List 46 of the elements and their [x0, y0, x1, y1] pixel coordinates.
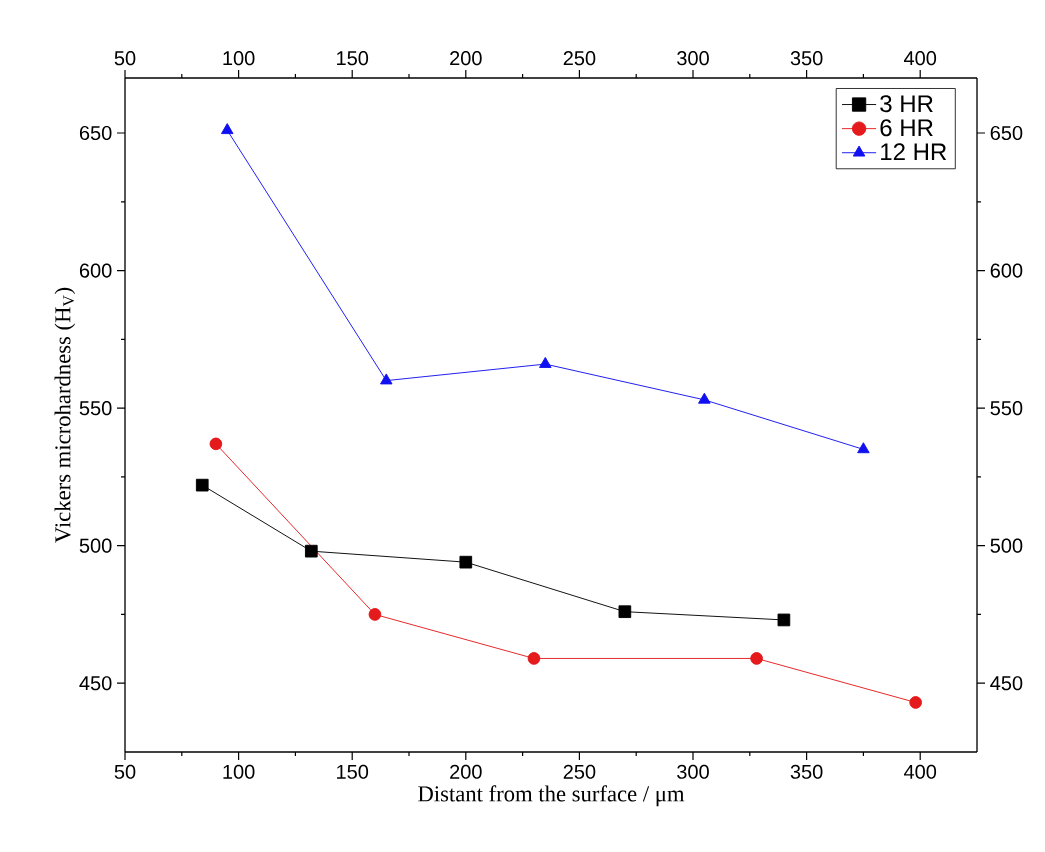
- point: [368, 608, 382, 621]
- x-tick-label: 250: [563, 764, 596, 779]
- point: [750, 652, 763, 665]
- x2-tick-label: 200: [450, 51, 482, 66]
- point: [618, 605, 632, 619]
- x-tick-label: 50: [114, 764, 136, 779]
- x-tick-label: 150: [337, 764, 369, 779]
- x-tick-label: 300: [677, 764, 709, 779]
- point: [527, 652, 541, 665]
- point: [698, 392, 711, 404]
- x-tick-label: 350: [790, 764, 823, 779]
- x-tick-label: 400: [903, 764, 937, 779]
- x-tick-label: 200: [450, 764, 482, 779]
- x2-tick-label: 150: [337, 51, 369, 66]
- x2-tick-label: 300: [677, 51, 709, 66]
- point: [777, 613, 791, 627]
- legend-label: 6 HR: [880, 119, 933, 137]
- x2-tick-label: 100: [223, 51, 255, 66]
- x-axis-title: Distant from the surface / μm: [418, 785, 685, 807]
- x-tick-label: 100: [223, 764, 255, 779]
- point: [380, 373, 393, 385]
- point: [539, 356, 552, 368]
- point: [459, 555, 473, 569]
- y2-tick-label: 500: [990, 538, 1023, 553]
- y2-tick-label: 450: [990, 676, 1023, 691]
- y-tick-label: 650: [79, 125, 112, 141]
- x2-tick-label: 250: [563, 51, 596, 66]
- y-tick-label: 600: [79, 263, 112, 278]
- y-tick-label: 450: [79, 676, 112, 691]
- point: [909, 696, 922, 709]
- point: [209, 437, 223, 451]
- x2-tick-label: 350: [790, 51, 823, 66]
- point: [857, 442, 870, 454]
- y2-tick-label: 600: [990, 263, 1023, 278]
- y2-tick-label: 650: [990, 125, 1023, 141]
- x2-tick-label: 50: [114, 51, 136, 66]
- y-tick-label: 550: [79, 401, 112, 416]
- legend-label: 3 HR: [880, 95, 933, 113]
- point: [195, 478, 209, 492]
- y-axis-title: Vickers microhardness (H$_{V}$): [54, 287, 76, 543]
- y-tick-label: 500: [79, 538, 112, 553]
- point: [304, 544, 318, 558]
- legend-label: 12 HR: [881, 143, 947, 161]
- x2-tick-label: 400: [903, 51, 937, 66]
- y2-tick-label: 550: [990, 401, 1023, 416]
- point: [221, 123, 234, 135]
